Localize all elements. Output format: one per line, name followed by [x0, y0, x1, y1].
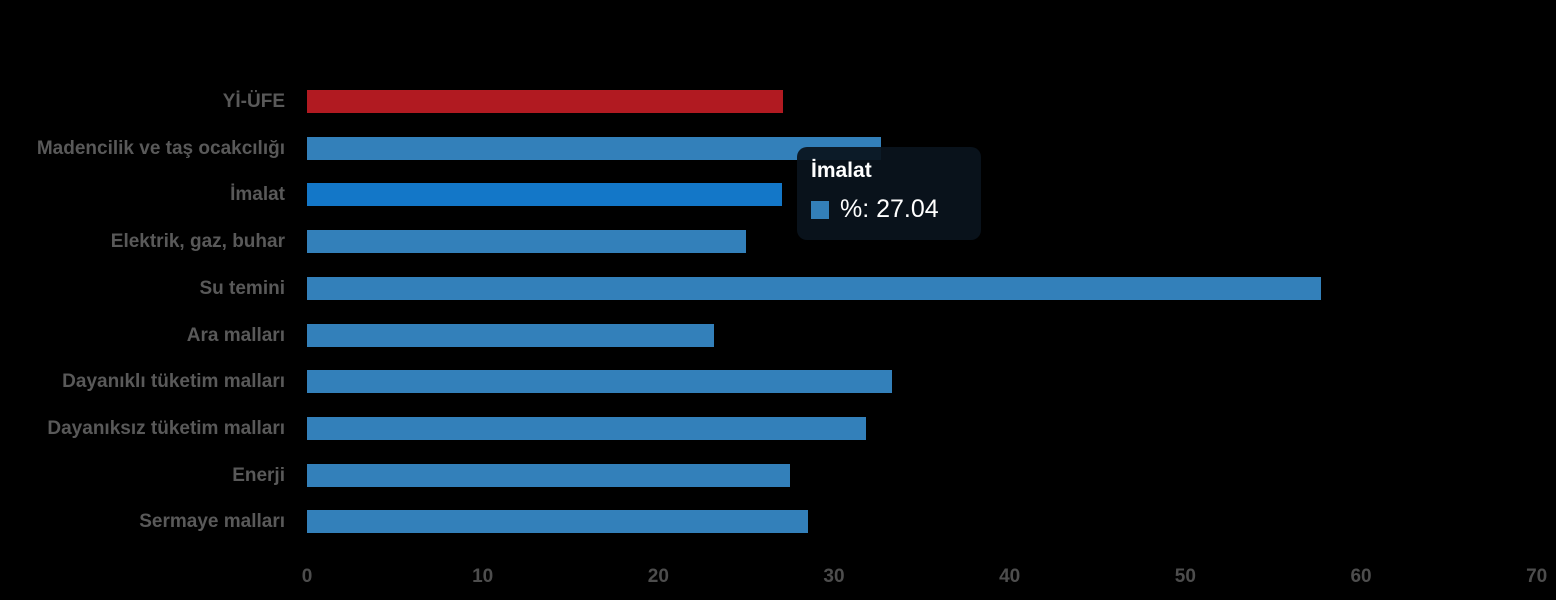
x-tick-label: 60	[1350, 566, 1372, 587]
bar-2[interactable]	[307, 183, 782, 207]
bar-9[interactable]	[307, 510, 808, 534]
tooltip: İmalat %: 27.04	[797, 147, 981, 241]
category-label: Madencilik ve taş ocakcılığı	[36, 137, 285, 159]
category-label: Yİ-ÜFE	[222, 91, 285, 112]
chart-row: Enerji	[0, 463, 790, 487]
x-tick-label: 30	[823, 566, 845, 587]
tooltip-value: %: 27.04	[840, 195, 939, 224]
x-tick-label: 0	[301, 566, 313, 587]
bar-0[interactable]	[307, 90, 783, 113]
x-tick-label: 50	[1174, 566, 1196, 587]
bar-5[interactable]	[307, 323, 714, 347]
chart-row: Dayanıksız tüketim malları	[0, 416, 866, 440]
tooltip-title: İmalat	[811, 159, 872, 182]
x-tick-label: 20	[647, 566, 669, 587]
bar-1[interactable]	[307, 136, 881, 160]
category-label: Sermaye malları	[139, 511, 285, 533]
chart-row: Madencilik ve taş ocakcılığı	[0, 136, 881, 160]
x-axis: 0 10 20 30 40 50 60 70	[0, 566, 1556, 596]
chart-row: Dayanıklı tüketim malları	[0, 370, 892, 394]
bar-4[interactable]	[307, 276, 1322, 300]
chart-row: İmalat	[0, 183, 782, 207]
category-label: İmalat	[230, 184, 285, 206]
series-swatch-icon	[811, 200, 829, 219]
category-label: Dayanıklı tüketim malları	[62, 371, 285, 393]
category-label: Enerji	[232, 464, 285, 486]
chart-row: Ara malları	[0, 323, 714, 347]
category-label: Elektrik, gaz, buhar	[110, 231, 285, 253]
x-tick-label: 10	[472, 566, 494, 587]
category-label: Su temini	[199, 277, 285, 299]
x-tick-label: 70	[1526, 566, 1548, 587]
bar-3[interactable]	[307, 230, 746, 254]
category-label: Dayanıksız tüketim malları	[47, 417, 285, 439]
x-tick-label: 40	[999, 566, 1021, 587]
bar-8[interactable]	[307, 463, 790, 487]
chart-row: Sermaye malları	[0, 510, 808, 534]
bar-7[interactable]	[307, 416, 866, 440]
chart-row: Elektrik, gaz, buhar	[0, 230, 746, 254]
tooltip-value-row: %: 27.04	[811, 195, 961, 224]
category-label: Ara malları	[186, 324, 285, 346]
bar-6[interactable]	[307, 370, 892, 394]
chart-row: Yİ-ÜFE	[0, 90, 783, 113]
chart-row: Su temini	[0, 276, 1322, 300]
